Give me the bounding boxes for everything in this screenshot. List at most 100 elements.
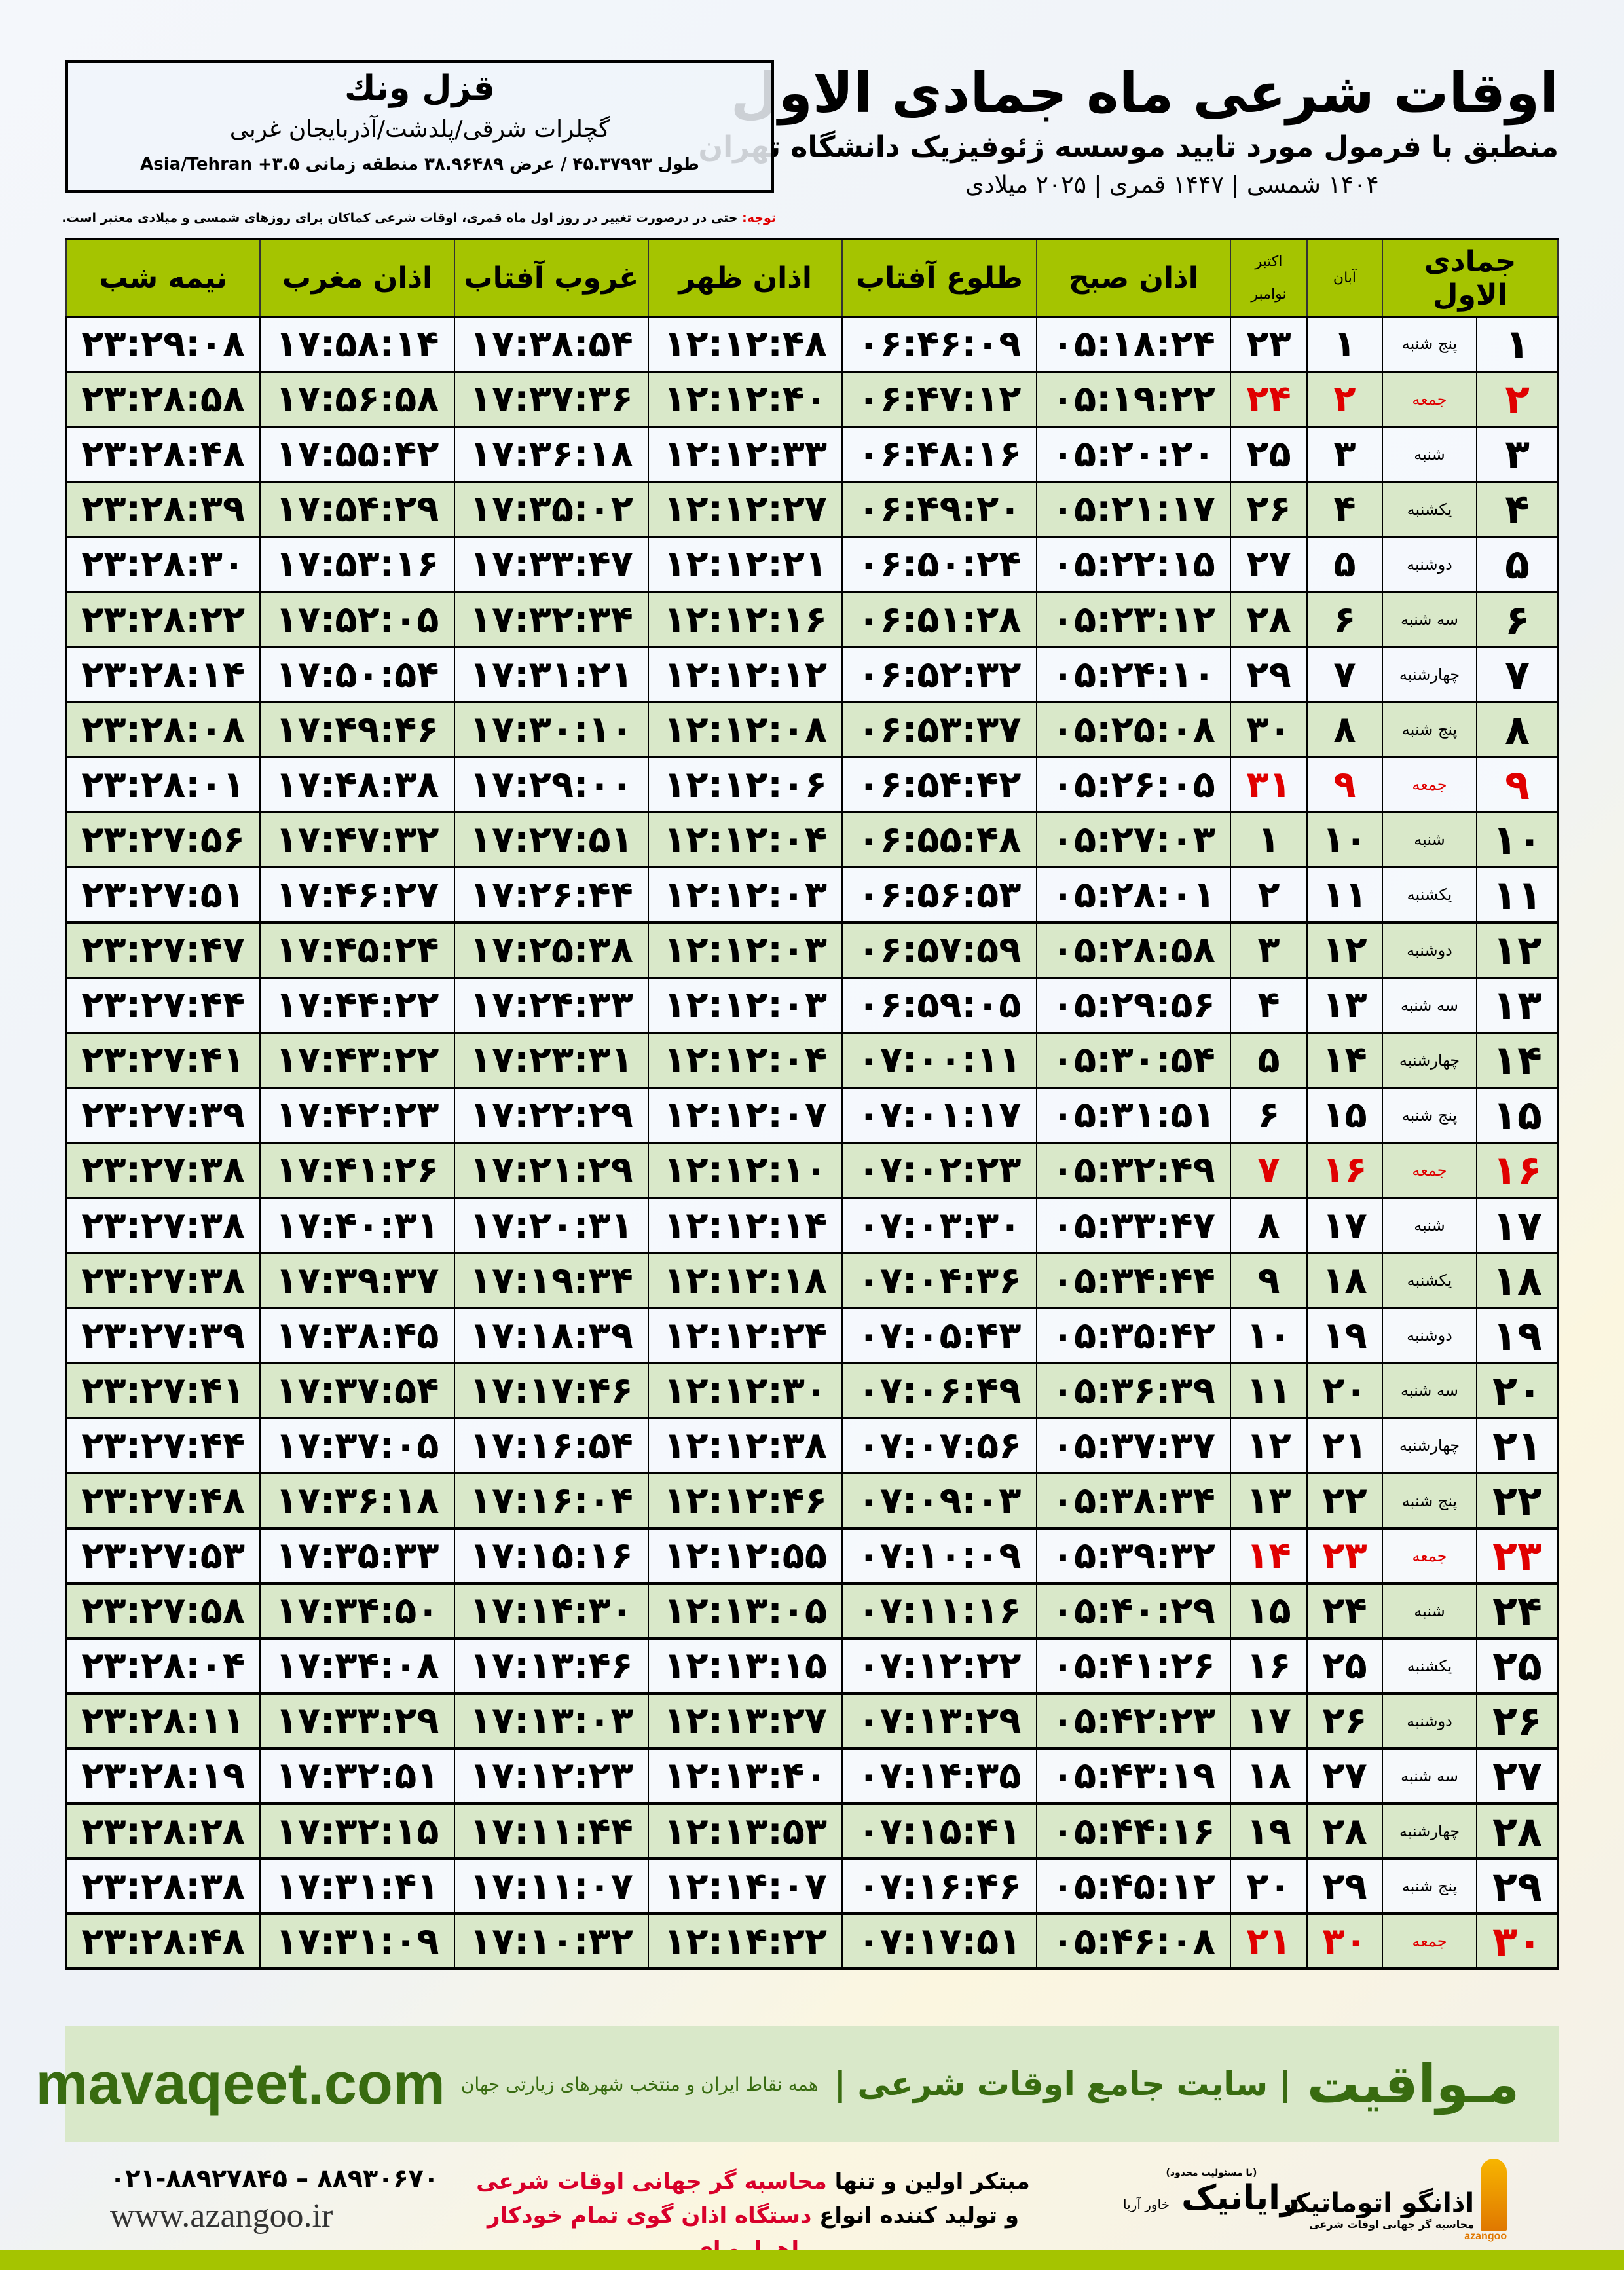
cell-aban: ۲۱	[1306, 1417, 1383, 1475]
cell-maghrib: ۱۷:۳۸:۴۵	[259, 1307, 455, 1365]
cell-aban: ۱۹	[1306, 1307, 1383, 1365]
cell-weekday: جمعه	[1381, 371, 1478, 428]
page-title: اوقات شرعی ماه جمادی الاول	[730, 61, 1559, 125]
cell-fajr: ۰۵:۲۰:۲۰	[1035, 426, 1231, 483]
cell-day: ۲۴	[1476, 1582, 1559, 1640]
cell-midnight: ۲۳:۲۸:۰۴	[65, 1637, 261, 1695]
cell-day: ۲۳	[1476, 1527, 1559, 1585]
cell-aban: ۳۰	[1306, 1913, 1383, 1971]
header-sunrise: طلوع آفتاب	[841, 238, 1037, 318]
cell-maghrib: ۱۷:۵۳:۱۶	[259, 536, 455, 593]
cell-greg: ۲۹	[1229, 646, 1308, 704]
cell-sunrise: ۰۶:۵۴:۴۲	[841, 756, 1037, 814]
cell-midnight: ۲۳:۲۸:۳۰	[65, 536, 261, 593]
mavaqeet-logo: مـواقیت	[1306, 2053, 1519, 2115]
promo-1a: مبتکر اولین و تنها	[826, 2168, 1030, 2195]
cell-greg: ۱۱	[1229, 1362, 1308, 1420]
cell-sunrise: ۰۶:۵۰:۲۴	[841, 536, 1037, 593]
cell-sunset: ۱۷:۳۷:۳۶	[453, 371, 650, 428]
cell-day: ۱۵	[1476, 1087, 1559, 1144]
cell-day: ۱۰	[1476, 811, 1559, 869]
table-row: ۱۱ یکشنبه ۱۱ ۲ ۰۵:۲۸:۰۱ ۰۶:۵۶:۵۳ ۱۲:۱۲:۰۳ ۱۷:۲۶…	[65, 866, 1559, 924]
rayanik-name: رایانیک	[1181, 2178, 1300, 2218]
cell-fajr: ۰۵:۳۴:۴۴	[1035, 1252, 1231, 1310]
cell-fajr: ۰۵:۳۵:۴۲	[1035, 1307, 1231, 1365]
cell-aban: ۲۵	[1306, 1637, 1383, 1695]
cell-weekday: چهارشنبه	[1381, 1032, 1478, 1089]
region-name: گچلرات شرقی/پلدشت/آذربایجان غربی	[229, 116, 610, 143]
cell-aban: ۲۴	[1306, 1582, 1383, 1640]
cell-sunset: ۱۷:۳۲:۳۴	[453, 591, 650, 649]
bottom-stripe	[0, 2250, 1624, 2270]
cell-sunrise: ۰۷:۱۵:۴۱	[841, 1803, 1037, 1861]
cell-greg: ۲۶	[1229, 481, 1308, 538]
azangoo-en: azangoo	[1464, 2231, 1507, 2242]
cell-weekday: شنبه	[1381, 1582, 1478, 1640]
cell-greg: ۵	[1229, 1032, 1308, 1089]
cell-greg: ۲۸	[1229, 591, 1308, 649]
cell-greg: ۱۶	[1229, 1637, 1308, 1695]
cell-day: ۲۱	[1476, 1417, 1559, 1475]
cell-sunrise: ۰۷:۱۲:۲۲	[841, 1637, 1037, 1695]
cell-sunrise: ۰۷:۰۶:۴۹	[841, 1362, 1037, 1420]
cell-midnight: ۲۳:۲۷:۳۹	[65, 1087, 261, 1144]
cell-sunrise: ۰۷:۱۷:۵۱	[841, 1913, 1037, 1971]
table-row: ۲۳ جمعه ۲۳ ۱۴ ۰۵:۳۹:۳۲ ۰۷:۱۰:۰۹ ۱۲:۱۲:۵۵ ۱۷:۱۵:…	[65, 1527, 1559, 1585]
cell-greg: ۷	[1229, 1142, 1308, 1200]
table-row: ۱۰ شنبه ۱۰ ۱ ۰۵:۲۷:۰۳ ۰۶:۵۵:۴۸ ۱۲:۱۲:۰۴ ۱۷:۲۷:۵…	[65, 811, 1559, 869]
cell-fajr: ۰۵:۲۱:۱۷	[1035, 481, 1231, 538]
cell-midnight: ۲۳:۲۷:۴۱	[65, 1362, 261, 1420]
header-maghrib: اذان مغرب	[259, 238, 455, 318]
cell-dhuhr: ۱۲:۱۲:۱۸	[647, 1252, 843, 1310]
cell-maghrib: ۱۷:۳۱:۰۹	[259, 1913, 455, 1971]
cell-aban: ۶	[1306, 591, 1383, 649]
cell-aban: ۲۷	[1306, 1747, 1383, 1806]
cell-aban: ۱۴	[1306, 1032, 1383, 1089]
cell-weekday: دوشنبه	[1381, 536, 1478, 593]
cell-maghrib: ۱۷:۴۶:۲۷	[259, 866, 455, 924]
cell-weekday: پنج شنبه	[1381, 701, 1478, 759]
cell-sunset: ۱۷:۱۸:۳۹	[453, 1307, 650, 1365]
cell-weekday: شنبه	[1381, 811, 1478, 869]
cell-sunrise: ۰۷:۰۷:۵۶	[841, 1417, 1037, 1475]
cell-fajr: ۰۵:۲۵:۰۸	[1035, 701, 1231, 759]
site-description: | سایت جامع اوقات شرعی |	[834, 2065, 1291, 2103]
azangoo-url-link[interactable]: www.azangoo.ir	[110, 2197, 333, 2235]
cell-aban: ۱	[1306, 316, 1383, 373]
cell-midnight: ۲۳:۲۷:۴۷	[65, 921, 261, 979]
cell-aban: ۲	[1306, 371, 1383, 428]
cell-midnight: ۲۳:۲۸:۳۹	[65, 481, 261, 538]
cell-aban: ۳	[1306, 426, 1383, 483]
table-row: ۱۶ جمعه ۱۶ ۷ ۰۵:۳۲:۴۹ ۰۷:۰۲:۲۳ ۱۲:۱۲:۱۰ ۱۷:۲۱:۲…	[65, 1142, 1559, 1200]
promo-1b: محاسبه گر جهانی اوقات شرعی	[476, 2168, 827, 2195]
cell-dhuhr: ۱۲:۱۲:۰۳	[647, 977, 843, 1034]
table-row: ۱۴ چهارشنبه ۱۴ ۵ ۰۵:۳۰:۵۴ ۰۷:۰۰:۱۱ ۱۲:۱۲:۰۴ ۱۷:…	[65, 1032, 1559, 1089]
cell-sunset: ۱۷:۲۶:۴۴	[453, 866, 650, 924]
cell-midnight: ۲۳:۲۸:۳۸	[65, 1858, 261, 1916]
site-url-link[interactable]: mavaqeet.com	[35, 2051, 445, 2117]
cell-day: ۱۷	[1476, 1197, 1559, 1255]
cell-sunrise: ۰۷:۱۶:۴۶	[841, 1858, 1037, 1916]
cell-dhuhr: ۱۲:۱۲:۰۴	[647, 811, 843, 869]
cell-maghrib: ۱۷:۳۵:۳۳	[259, 1527, 455, 1585]
cell-dhuhr: ۱۲:۱۲:۳۳	[647, 426, 843, 483]
cell-maghrib: ۱۷:۴۲:۲۳	[259, 1087, 455, 1144]
cell-dhuhr: ۱۲:۱۲:۴۸	[647, 316, 843, 373]
cell-sunrise: ۰۷:۰۴:۳۶	[841, 1252, 1037, 1310]
cell-greg: ۱۹	[1229, 1803, 1308, 1861]
cell-day: ۱۶	[1476, 1142, 1559, 1200]
cell-sunrise: ۰۶:۵۵:۴۸	[841, 811, 1037, 869]
cell-aban: ۱۱	[1306, 866, 1383, 924]
azangoo-name: اذانگو اتوماتیک	[1283, 2188, 1475, 2218]
cell-sunset: ۱۷:۱۵:۱۶	[453, 1527, 650, 1585]
city-name: قزل ونك	[344, 69, 495, 108]
cell-maghrib: ۱۷:۵۲:۰۵	[259, 591, 455, 649]
table-row: ۳ شنبه ۳ ۲۵ ۰۵:۲۰:۲۰ ۰۶:۴۸:۱۶ ۱۲:۱۲:۳۳ ۱۷:۳۶:۱۸…	[65, 426, 1559, 483]
table-row: ۱۳ سه شنبه ۱۳ ۴ ۰۵:۲۹:۵۶ ۰۶:۵۹:۰۵ ۱۲:۱۲:۰۳ ۱۷:۲…	[65, 977, 1559, 1034]
cell-day: ۱۹	[1476, 1307, 1559, 1365]
cell-day: ۱۳	[1476, 977, 1559, 1034]
cell-sunrise: ۰۶:۵۲:۳۲	[841, 646, 1037, 704]
cell-dhuhr: ۱۲:۱۲:۱۶	[647, 591, 843, 649]
rayanik-sub: خاور آریا	[1123, 2197, 1170, 2212]
cell-maghrib: ۱۷:۴۳:۲۲	[259, 1032, 455, 1089]
